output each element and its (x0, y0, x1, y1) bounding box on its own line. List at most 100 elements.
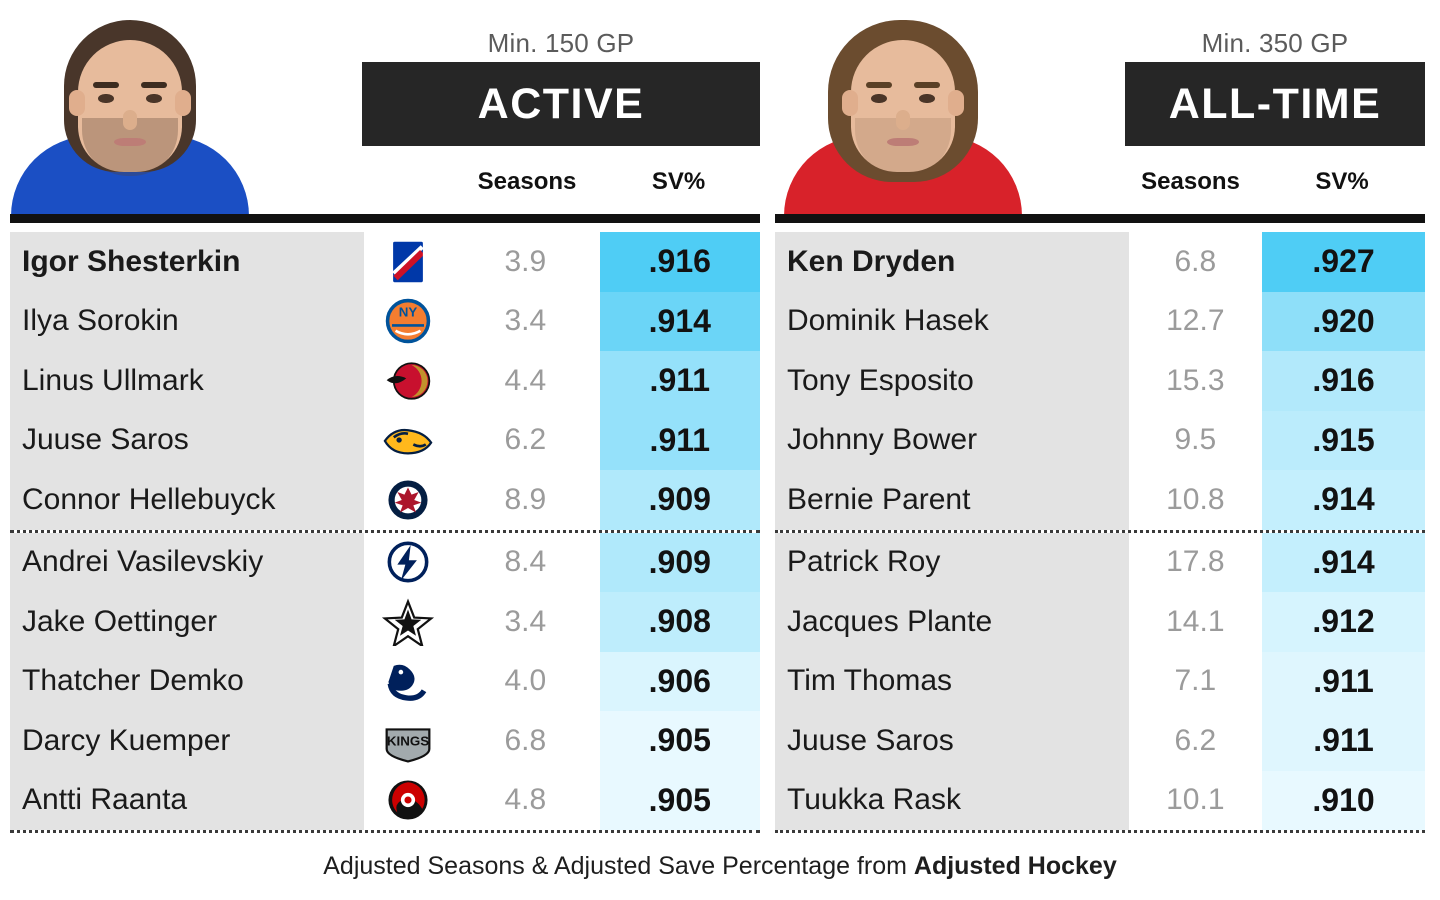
player-photo-dryden (775, 6, 1030, 216)
cell-player-name: Johnny Bower (775, 410, 1129, 470)
cell-seasons: 6.8 (451, 711, 600, 771)
column-header-svp: SV% (651, 168, 706, 195)
team-logo-dal-icon (364, 592, 452, 652)
cell-save-percentage: .905 (599, 711, 760, 771)
cell-seasons: 10.8 (1128, 470, 1263, 530)
cell-player-name: Tim Thomas (775, 651, 1129, 711)
table-row: Bernie Parent 10.8.914 (775, 470, 1425, 530)
cell-save-percentage: .914 (599, 291, 760, 351)
table-row: Patrick Roy 17.8.914 (775, 529, 1425, 592)
cell-player-name: Antti Raanta (10, 770, 365, 830)
cell-save-percentage: .911 (599, 351, 760, 411)
table-row: Igor Shesterkin 3.9.916 (10, 232, 760, 292)
svg-text:KINGS: KINGS (387, 733, 429, 748)
cell-seasons: 3.4 (451, 592, 600, 652)
cell-save-percentage: .915 (1262, 410, 1425, 470)
table-row: Andrei Vasilevskiy 8.4.909 (10, 529, 760, 592)
table-row: Antti Raanta 4.8.905 (10, 770, 760, 830)
banner-label-alltime: ALL-TIME (1168, 79, 1382, 128)
footer-credit: Adjusted Seasons & Adjusted Save Percent… (0, 852, 1440, 881)
cell-player-name: Ilya Sorokin (10, 291, 365, 351)
cell-seasons: 8.4 (451, 532, 600, 592)
table-row: Juuse Saros 6.2.911 (775, 711, 1425, 771)
table-alltime: Ken Dryden 6.8.927 Dominik Hasek 12.7.920 To… (775, 232, 1425, 833)
cell-save-percentage: .927 (1262, 232, 1425, 292)
panel-alltime: Min. 350 GP ALL-TIME Seasons SV% Ken Dry… (775, 0, 1425, 838)
cell-save-percentage: .905 (599, 770, 760, 830)
team-logo-car-icon (364, 770, 452, 830)
cell-player-name: Patrick Roy (775, 532, 1129, 592)
table-row: Juuse Saros 6.2.911 (10, 410, 760, 470)
cell-seasons: 10.1 (1128, 770, 1263, 830)
cell-save-percentage: .911 (1262, 651, 1425, 711)
team-logo-tbl-icon (364, 532, 452, 592)
cell-player-name: Tuukka Rask (775, 770, 1129, 830)
table-row: Connor Hellebuyck 8.9.909 (10, 470, 760, 530)
cell-save-percentage: .911 (599, 410, 760, 470)
cell-seasons: 6.2 (1128, 711, 1263, 771)
cell-player-name: Tony Esposito (775, 351, 1129, 411)
cell-save-percentage: .920 (1262, 291, 1425, 351)
table-row: Ilya Sorokin NY 3.4.914 (10, 291, 760, 351)
footer-source: Adjusted Hockey (913, 852, 1117, 880)
cell-seasons: 9.5 (1128, 410, 1263, 470)
table-active: Igor Shesterkin 3.9.916 Ilya Sorokin NY 3.4.… (10, 232, 760, 833)
cell-save-percentage: .908 (599, 592, 760, 652)
panel-active-header: Min. 150 GP ACTIVE Seasons SV% (10, 0, 760, 223)
minimum-games-note-active: Min. 150 GP (487, 28, 635, 58)
table-row: Tuukka Rask 10.1.910 (775, 770, 1425, 830)
cell-save-percentage: .916 (1262, 351, 1425, 411)
panel-alltime-header: Min. 350 GP ALL-TIME Seasons SV% (775, 0, 1425, 223)
cell-seasons: 3.9 (451, 232, 600, 292)
table-row: Tim Thomas 7.1.911 (775, 651, 1425, 711)
cell-save-percentage: .906 (599, 651, 760, 711)
cell-player-name: Igor Shesterkin (10, 232, 365, 292)
cell-player-name: Juuse Saros (10, 410, 365, 470)
table-row: Ken Dryden 6.8.927 (775, 232, 1425, 292)
cell-save-percentage: .911 (1262, 711, 1425, 771)
footer-text: Adjusted Seasons & Adjusted Save Percent… (323, 852, 914, 880)
cell-player-name: Juuse Saros (775, 711, 1129, 771)
cell-save-percentage: .916 (599, 232, 760, 292)
table-row: Darcy Kuemper KINGS 6.8.905 (10, 711, 760, 771)
cell-save-percentage: .914 (1262, 532, 1425, 592)
team-logo-wpg-icon (364, 470, 452, 530)
cell-player-name: Jacques Plante (775, 592, 1129, 652)
cell-seasons: 4.4 (451, 351, 600, 411)
cell-save-percentage: .909 (599, 532, 760, 592)
cell-save-percentage: .909 (599, 470, 760, 530)
column-headers-alltime: Seasons SV% (1122, 168, 1425, 196)
banner-label-active: ACTIVE (477, 79, 645, 128)
table-row: Dominik Hasek 12.7.920 (775, 291, 1425, 351)
column-header-seasons: Seasons (477, 168, 577, 195)
cell-seasons: 3.4 (451, 291, 600, 351)
minimum-games-note-alltime: Min. 350 GP (1201, 28, 1349, 58)
team-logo-nyr-icon (364, 232, 452, 292)
column-header-svp: SV% (1315, 168, 1369, 195)
cell-seasons: 15.3 (1128, 351, 1263, 411)
cell-seasons: 8.9 (451, 470, 600, 530)
cell-seasons: 14.1 (1128, 592, 1263, 652)
player-photo-shesterkin (10, 6, 250, 216)
cell-player-name: Connor Hellebuyck (10, 470, 365, 530)
team-logo-ott-icon (364, 351, 452, 411)
cell-seasons: 12.7 (1128, 291, 1263, 351)
cell-player-name: Jake Oettinger (10, 592, 365, 652)
cell-save-percentage: .914 (1262, 470, 1425, 530)
svg-text:NY: NY (398, 305, 417, 320)
table-row: Jake Oettinger 3.4.908 (10, 592, 760, 652)
cell-player-name: Dominik Hasek (775, 291, 1129, 351)
cell-seasons: 4.0 (451, 651, 600, 711)
team-logo-van-icon (364, 651, 452, 711)
column-headers-active: Seasons SV% (457, 168, 760, 196)
cell-player-name: Ken Dryden (775, 232, 1129, 292)
cell-player-name: Linus Ullmark (10, 351, 365, 411)
table-row: Linus Ullmark 4.4.911 (10, 351, 760, 411)
cell-seasons: 6.8 (1128, 232, 1263, 292)
cell-player-name: Darcy Kuemper (10, 711, 365, 771)
cell-seasons: 17.8 (1128, 532, 1263, 592)
cell-seasons: 4.8 (451, 770, 600, 830)
cell-player-name: Andrei Vasilevskiy (10, 532, 365, 592)
cell-save-percentage: .910 (1262, 770, 1425, 830)
